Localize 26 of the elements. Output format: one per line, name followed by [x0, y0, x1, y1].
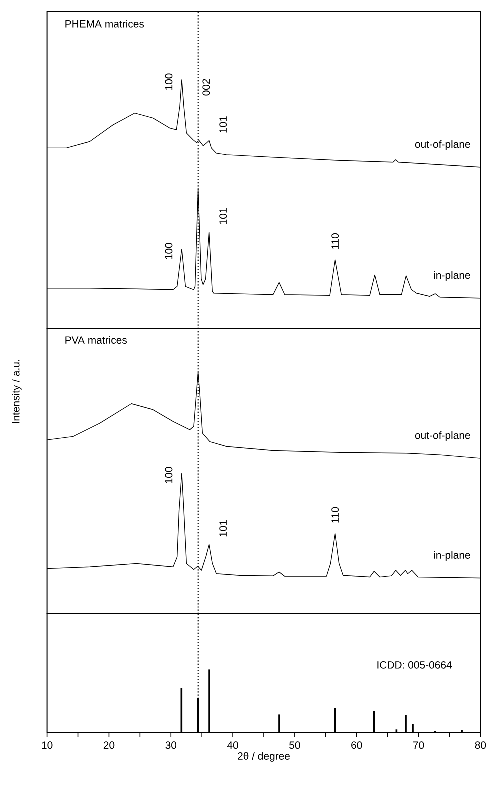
- series-label: in-plane: [434, 551, 470, 562]
- chart-title: ICDD: 005-0664: [378, 661, 452, 669]
- annotation: 110: [332, 234, 340, 250]
- annotation: 100: [165, 74, 173, 90]
- x-tick-label: 70: [413, 742, 424, 750]
- annotation: 002: [202, 79, 210, 96]
- x-tick-label: 40: [227, 742, 238, 750]
- x-axis-title: 2θ / degree: [238, 752, 290, 762]
- series-label: in-plane: [434, 271, 470, 282]
- x-tick-label: 20: [104, 742, 115, 750]
- annotation: 101: [220, 116, 228, 133]
- x-tick-label: 10: [42, 742, 53, 750]
- annotation: 100: [165, 243, 173, 260]
- series-label: out-of-plane: [415, 432, 470, 442]
- x-tick-label: 60: [352, 742, 362, 750]
- annotation: 100: [165, 467, 173, 484]
- annotation: 110: [332, 507, 340, 523]
- chart-title: PVA matrices: [66, 336, 128, 344]
- x-tick-label: 30: [166, 742, 177, 750]
- annotation: 101: [220, 208, 228, 224]
- chart-title: PHEMA matrices: [66, 20, 144, 28]
- series-label: out-of-plane: [415, 140, 470, 150]
- x-tick-label: 50: [290, 742, 300, 750]
- annotation: 101: [220, 520, 228, 537]
- x-tick-label: 80: [475, 742, 486, 750]
- y-axis-title: Intensity / a.u.: [12, 360, 22, 424]
